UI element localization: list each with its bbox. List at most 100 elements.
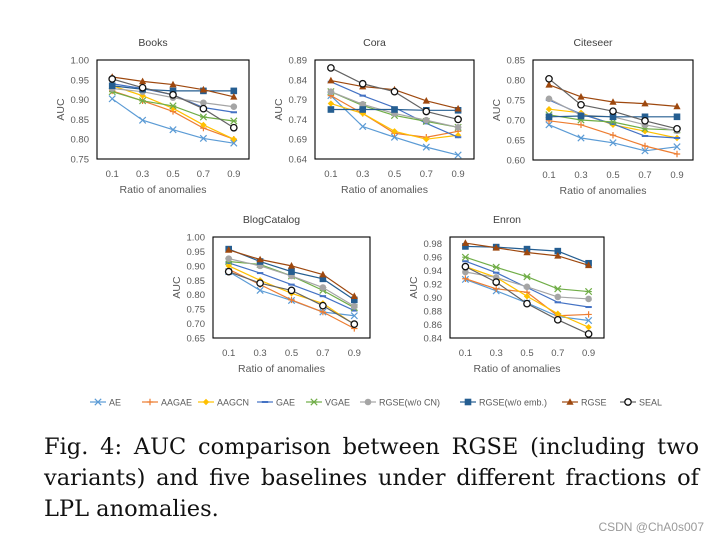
series-seal <box>461 262 593 338</box>
data-point <box>554 252 562 259</box>
legend-item: RGSE(w/o emb.) <box>460 398 547 408</box>
data-point <box>673 102 681 110</box>
data-point <box>423 116 430 124</box>
data-point <box>327 106 335 113</box>
data-point <box>230 103 238 111</box>
data-point <box>422 96 430 104</box>
data-point <box>225 262 232 270</box>
data-point <box>545 121 553 129</box>
data-point <box>577 100 585 109</box>
data-point <box>256 286 264 295</box>
data-point <box>422 107 431 116</box>
data-point <box>673 124 681 133</box>
data-point <box>229 123 238 132</box>
x-tick-label: 0.5 <box>520 348 533 359</box>
data-point <box>138 97 147 105</box>
y-tick-label: 0.75 <box>187 305 206 316</box>
legend-marker <box>624 398 632 406</box>
subplot-title: Enron <box>493 214 521 226</box>
data-point <box>422 143 430 151</box>
y-tick-label: 0.64 <box>289 155 308 166</box>
data-point <box>641 147 649 155</box>
legend-label: RGSE(w/o emb.) <box>479 398 547 408</box>
legend-marker <box>310 398 318 406</box>
data-point <box>554 247 562 255</box>
x-tick-label: 0.9 <box>451 169 464 180</box>
data-point <box>350 312 358 320</box>
data-point <box>545 106 553 113</box>
series-rgse <box>545 81 681 110</box>
data-point <box>673 143 681 151</box>
legend-marker <box>146 398 154 406</box>
data-point <box>287 262 296 269</box>
y-tick-label: 0.69 <box>289 135 308 146</box>
data-point <box>577 112 585 120</box>
data-point <box>523 273 531 281</box>
series-ae <box>108 95 238 147</box>
data-point <box>199 134 208 143</box>
data-point <box>641 142 649 150</box>
data-point <box>673 150 681 158</box>
x-tick-label: 0.1 <box>222 348 235 359</box>
plot-area <box>449 236 605 339</box>
y-tick-label: 0.95 <box>71 75 90 86</box>
series-rgse-w-o-cn- <box>327 88 462 131</box>
data-point <box>454 151 462 159</box>
data-point <box>225 255 232 262</box>
data-point <box>288 296 295 304</box>
y-tick-label: 0.89 <box>289 56 308 67</box>
data-point <box>462 268 469 276</box>
data-point <box>423 136 430 143</box>
series-aagcn <box>109 82 237 143</box>
data-point <box>577 134 585 142</box>
x-tick-label: 0.9 <box>582 348 595 359</box>
data-point <box>200 99 207 107</box>
data-point <box>454 104 462 112</box>
x-tick-label: 0.9 <box>670 170 683 181</box>
x-tick-label: 0.7 <box>551 348 564 359</box>
data-point <box>577 121 585 128</box>
x-tick-label: 0.3 <box>356 169 369 180</box>
y-tick-label: 0.70 <box>507 116 526 127</box>
y-tick-label: 0.75 <box>507 96 526 107</box>
data-point <box>287 286 296 295</box>
y-tick-label: 0.92 <box>424 280 443 291</box>
data-point <box>359 101 367 108</box>
x-tick-label: 0.3 <box>136 169 149 180</box>
data-point <box>609 132 617 139</box>
series-aagae <box>545 117 681 158</box>
data-point <box>492 243 500 251</box>
data-point <box>327 100 335 107</box>
data-point <box>319 270 327 278</box>
legend-marker <box>94 398 102 406</box>
series-vgae <box>461 253 593 296</box>
y-tick-label: 0.65 <box>187 334 206 345</box>
y-tick-label: 0.74 <box>289 115 308 126</box>
subplot-title: Cora <box>363 37 386 49</box>
y-tick-label: 0.90 <box>424 293 443 304</box>
y-tick-label: 0.60 <box>507 156 526 167</box>
plot-area <box>96 59 250 160</box>
data-point <box>641 113 649 121</box>
data-point <box>391 128 398 135</box>
data-point <box>545 81 553 88</box>
series-aagcn <box>462 263 592 331</box>
data-point <box>256 255 264 263</box>
series-seal <box>224 267 359 328</box>
x-tick-label: 0.9 <box>348 348 361 359</box>
legend-item: SEAL <box>620 398 662 408</box>
data-point <box>554 285 562 293</box>
y-tick-label: 0.85 <box>507 56 526 67</box>
data-point <box>545 95 553 103</box>
data-point <box>609 139 617 147</box>
y-tick-label: 0.86 <box>424 320 443 331</box>
x-tick-label: 0.7 <box>420 169 433 180</box>
data-point <box>319 308 327 316</box>
subplot-citeseer: Citeseer 0.60 0.65 0.70 0.75 0.80 0.85 0.1 0.3 0.… <box>491 37 694 197</box>
legend-item: AE <box>90 398 121 408</box>
legend-marker <box>202 398 210 406</box>
data-point <box>553 315 562 324</box>
data-point <box>230 139 238 147</box>
data-point <box>319 301 327 310</box>
legend-item: GAE <box>257 398 295 408</box>
